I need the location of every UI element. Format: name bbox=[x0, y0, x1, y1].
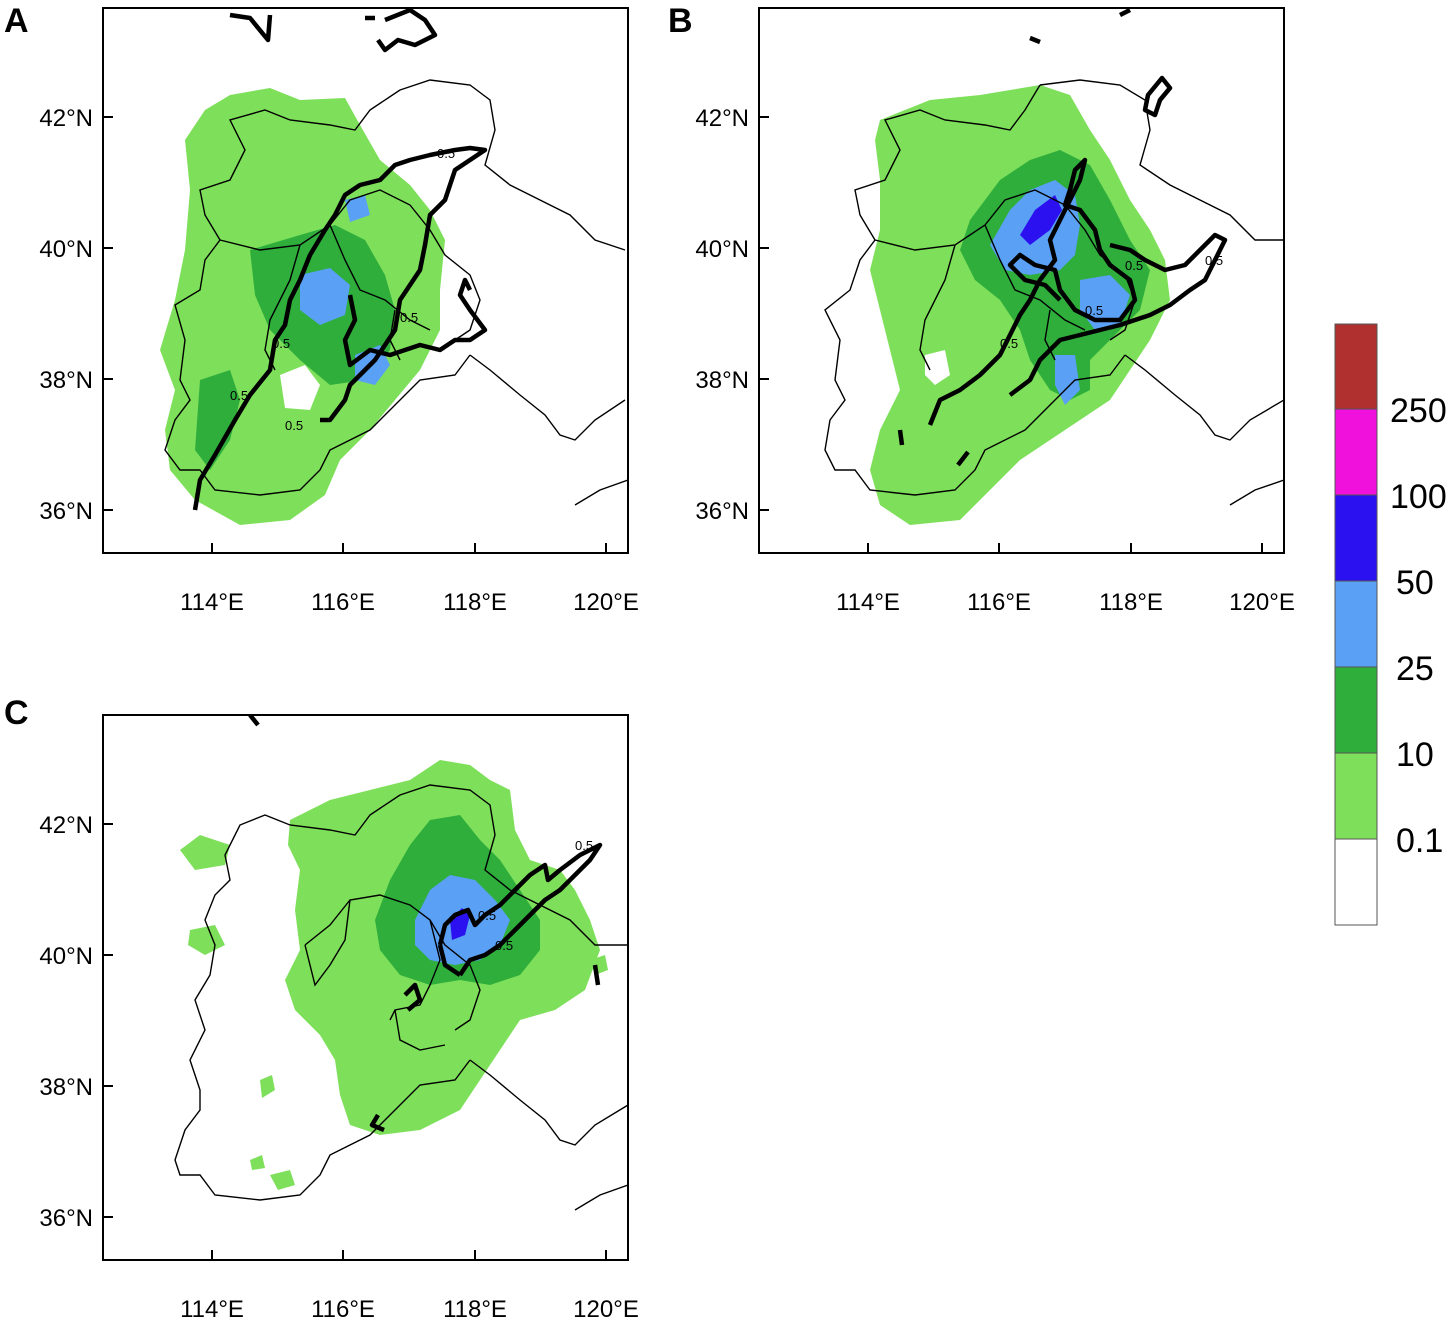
lat-label: 38°N bbox=[39, 367, 93, 394]
lon-label: 120°E bbox=[1229, 589, 1295, 616]
lat-label: 42°N bbox=[39, 105, 93, 132]
colorbar-level-label: 250 bbox=[1390, 392, 1447, 430]
colorbar-box-dark-blue bbox=[1334, 494, 1378, 582]
lon-label: 116°E bbox=[311, 1296, 375, 1323]
precip-free-area bbox=[280, 365, 320, 410]
lat-label: 40°N bbox=[39, 236, 93, 263]
lon-label: 118°E bbox=[1099, 589, 1163, 616]
lon-label: 114°E bbox=[836, 589, 900, 616]
lon-label: 114°E bbox=[180, 1296, 244, 1323]
contour-label: 0.5 bbox=[478, 908, 496, 923]
lat-label: 42°N bbox=[695, 105, 749, 132]
contour-line-0.5 bbox=[229, 8, 438, 53]
contour-line-0.5 bbox=[897, 8, 1173, 467]
lon-label: 120°E bbox=[573, 589, 639, 616]
province-border bbox=[174, 784, 628, 1201]
panel-c-letter: C bbox=[4, 694, 29, 732]
lat-label: 38°N bbox=[695, 367, 749, 394]
panel-c: C 0.5 0.5 0.5 42°N 40°N 38 bbox=[4, 694, 639, 1323]
contour-line-0.5 bbox=[927, 157, 1228, 426]
panel-a-letter: A bbox=[4, 2, 29, 40]
panel-a-ticks bbox=[103, 116, 607, 553]
lon-label: 114°E bbox=[180, 589, 244, 616]
contour-label: 0.5 bbox=[272, 336, 290, 351]
colorbar-level-label: 50 bbox=[1396, 564, 1434, 602]
panel-a: A 0.5 0.5 0.5 0.5 0.5 bbox=[4, 2, 639, 616]
lat-label: 40°N bbox=[695, 236, 749, 263]
lon-label: 118°E bbox=[443, 1296, 507, 1323]
panel-b-ticks bbox=[759, 116, 1263, 553]
colorbar-level-label: 10 bbox=[1396, 736, 1434, 774]
panel-b-map: 0.5 0.5 0.5 0.5 bbox=[824, 8, 1284, 525]
lat-label: 42°N bbox=[39, 812, 93, 839]
precip-light-blue bbox=[300, 268, 350, 325]
province-border bbox=[824, 79, 1284, 496]
precip-free-area bbox=[925, 350, 950, 385]
colorbar-level-label: 100 bbox=[1390, 478, 1447, 516]
contour-label: 0.5 bbox=[437, 146, 455, 161]
colorbar-box-light-blue bbox=[1334, 580, 1378, 668]
panel-c-ticks bbox=[103, 823, 607, 1260]
panel-b: B 0.5 0.5 0.5 0.5 bbox=[668, 2, 1295, 616]
contour-label: 0.5 bbox=[575, 838, 593, 853]
contour-label: 0.5 bbox=[400, 310, 418, 325]
contour-line-0.5 bbox=[192, 145, 488, 511]
panel-c-map: 0.5 0.5 0.5 bbox=[174, 715, 628, 1211]
lon-label: 118°E bbox=[443, 589, 507, 616]
contour-label: 0.5 bbox=[285, 418, 303, 433]
panel-a-map: 0.5 0.5 0.5 0.5 0.5 bbox=[160, 8, 628, 525]
lat-label: 40°N bbox=[39, 943, 93, 970]
lat-label: 36°N bbox=[39, 1205, 93, 1232]
contour-label: 0.5 bbox=[1205, 253, 1223, 268]
colorbar-box-dark-red bbox=[1334, 323, 1378, 410]
contour-label: 0.5 bbox=[1085, 303, 1103, 318]
colorbar-box-dark-green bbox=[1334, 666, 1378, 754]
precip-light-blue bbox=[1055, 355, 1080, 405]
lat-label: 36°N bbox=[39, 498, 93, 525]
colorbar: 0.1 10 25 50 100 250 bbox=[1334, 323, 1447, 926]
contour-label: 0.5 bbox=[495, 938, 513, 953]
lon-label: 116°E bbox=[967, 589, 1031, 616]
lon-label: 120°E bbox=[573, 1296, 639, 1323]
contour-label: 0.5 bbox=[1125, 258, 1143, 273]
province-border bbox=[164, 79, 626, 496]
contour-line-0.5 bbox=[248, 715, 601, 1133]
colorbar-level-label: 0.1 bbox=[1396, 822, 1443, 860]
lat-label: 38°N bbox=[39, 1074, 93, 1101]
colorbar-level-label: 25 bbox=[1396, 650, 1434, 688]
colorbar-box-magenta bbox=[1334, 408, 1378, 496]
panel-b-letter: B bbox=[668, 2, 693, 40]
precip-dark-green bbox=[195, 370, 240, 470]
contour-label: 0.5 bbox=[1000, 336, 1018, 351]
colorbar-box-white bbox=[1334, 838, 1378, 926]
precip-dark-blue bbox=[1020, 195, 1062, 245]
city-border bbox=[304, 894, 628, 1211]
precip-light-blue bbox=[345, 195, 370, 222]
colorbar-box-light-green bbox=[1334, 752, 1378, 840]
lat-label: 36°N bbox=[695, 498, 749, 525]
contour-label: 0.5 bbox=[230, 388, 248, 403]
lon-label: 116°E bbox=[311, 589, 375, 616]
contour-line-0.5 bbox=[437, 842, 603, 977]
city-border bbox=[219, 189, 628, 506]
